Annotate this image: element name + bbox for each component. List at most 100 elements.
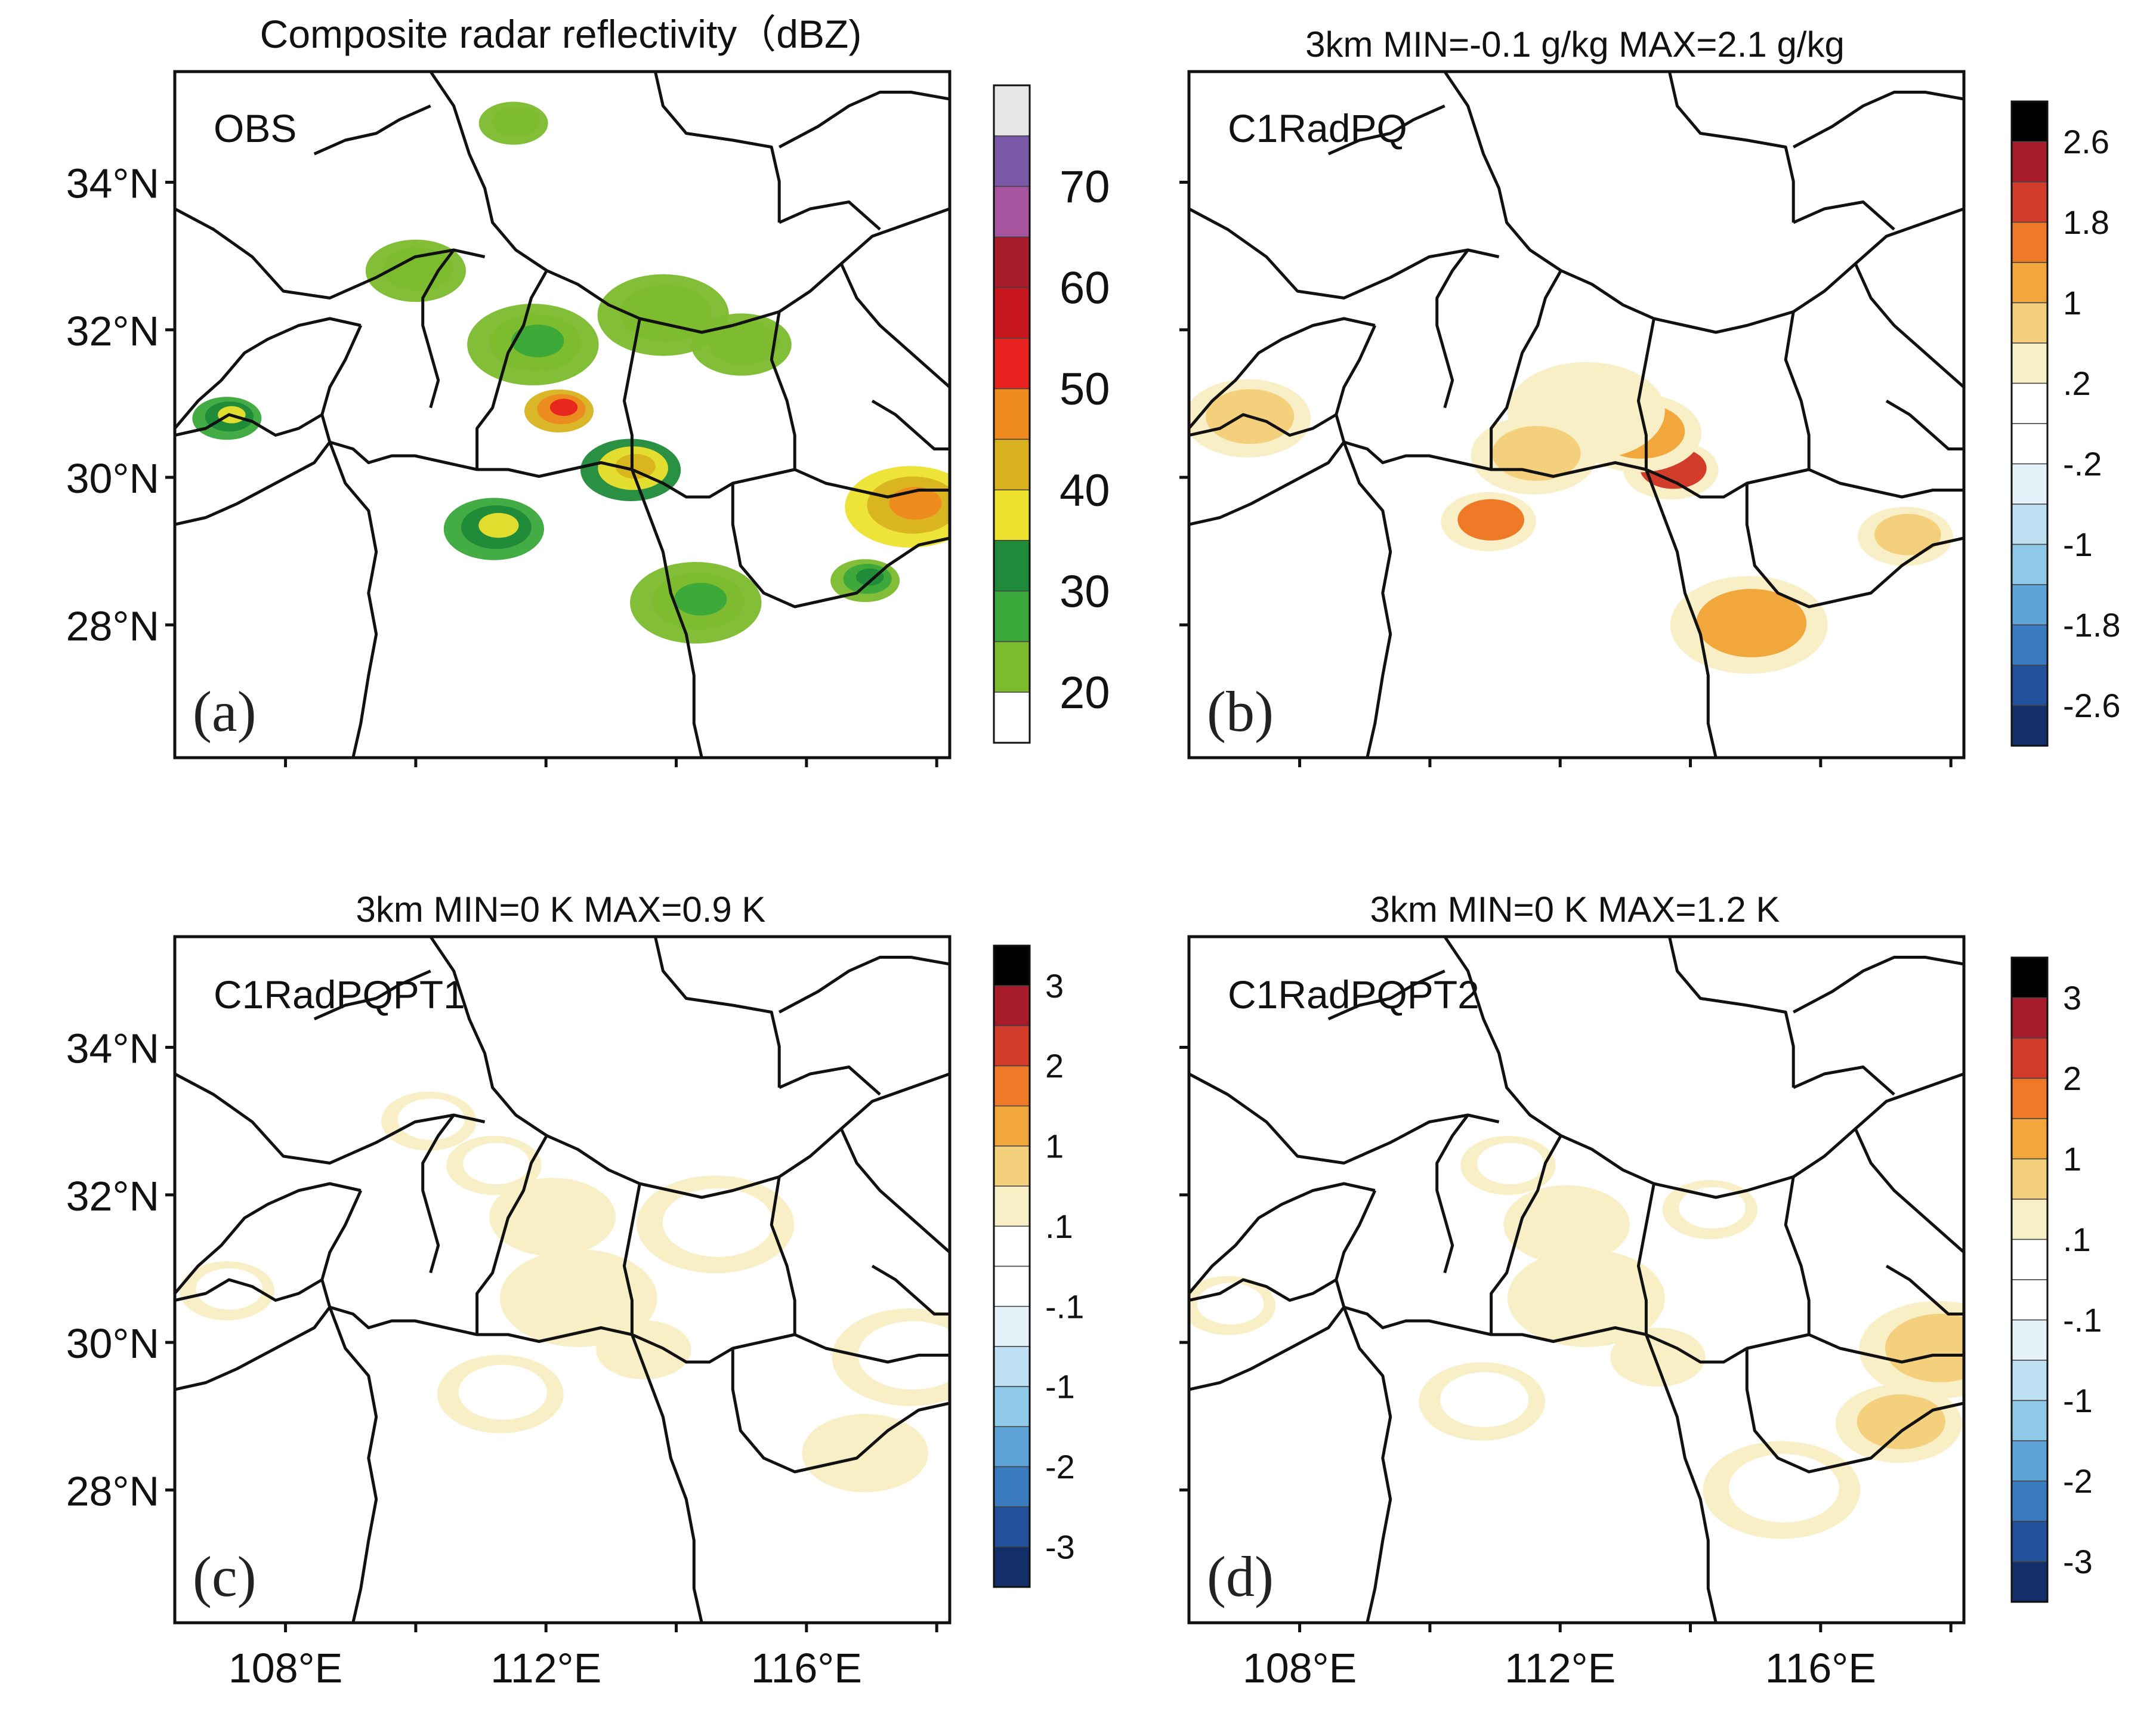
border-line	[475, 1135, 548, 1335]
colorbar-segment	[993, 1506, 1030, 1548]
border-line	[731, 1348, 950, 1474]
colorbar-segment	[2011, 342, 2048, 384]
colorbar-segment	[2011, 1480, 2048, 1522]
colorbar-segment	[993, 1386, 1030, 1427]
colorbar-label: -2.6	[2063, 687, 2121, 724]
colorbar-segment	[993, 1426, 1030, 1468]
colorbar-segment	[993, 338, 1030, 390]
colorbar-label: 3	[1045, 967, 1064, 1005]
colorbar-segment	[993, 135, 1030, 187]
colorbar-label: 20	[1060, 668, 1110, 718]
colorbar-segment	[2011, 1360, 2048, 1401]
panel-b: 3km MIN=-0.1 g/kg MAX=2.1 g/kg C1RadPQ (b)…	[1179, 24, 2121, 767]
border-line	[622, 1183, 641, 1335]
field-feature	[1695, 1194, 1734, 1218]
border-line	[1490, 270, 1562, 470]
panel-c: 3km MIN=0 K MAX=0.9 KC1RadPQPT1(c)34°N32…	[66, 890, 1085, 1691]
colorbar-label: 1.8	[2063, 203, 2109, 241]
colorbar-label: -1	[2063, 526, 2093, 563]
border-line	[1435, 249, 1469, 409]
colorbar-label: -2	[1045, 1448, 1075, 1486]
colorbar-segment	[2011, 624, 2048, 666]
y-tick-label: 32°N	[66, 1173, 159, 1219]
border-line	[1885, 1264, 1964, 1316]
colorbar-label: 3	[2063, 979, 2081, 1017]
border-line	[770, 311, 796, 470]
field-feature	[1891, 521, 1929, 545]
border-line	[328, 1307, 378, 1623]
colorbar-label: 1	[2063, 1140, 2081, 1178]
colorbar-segment	[2011, 382, 2048, 424]
field-feature	[212, 1275, 251, 1299]
border-line	[770, 1176, 796, 1335]
colorbar-segment	[2011, 705, 2048, 746]
border-line	[1435, 1114, 1469, 1274]
colorbar-segment	[993, 85, 1030, 137]
panel-title: Composite radar reflectivity（dBZ)	[260, 12, 862, 56]
border-line	[1490, 1135, 1562, 1335]
field-feature	[1559, 388, 1623, 427]
colorbar-segment	[993, 287, 1030, 339]
colorbar-segment	[2011, 1239, 2048, 1280]
colorbar-segment	[2011, 544, 2048, 585]
colorbar-segment	[2011, 101, 2048, 143]
border-line	[731, 483, 950, 609]
colorbar-segment	[993, 489, 1030, 541]
colorbar-label: 2	[1045, 1047, 1064, 1085]
colorbar-segment	[2011, 1521, 2048, 1562]
colorbar-segment	[993, 1225, 1030, 1267]
border-line	[1189, 317, 1376, 430]
field-feature	[641, 295, 694, 328]
border-line	[779, 91, 950, 149]
colorbar-label: 40	[1060, 465, 1110, 516]
colorbar-segment	[2011, 302, 2048, 344]
y-tick-label: 28°N	[66, 603, 159, 649]
colorbar-segment	[2011, 584, 2048, 626]
colorbar-segment	[993, 439, 1030, 490]
y-tick-label: 34°N	[66, 160, 159, 206]
border-line	[175, 1182, 362, 1295]
colorbar-segment	[993, 540, 1030, 592]
panel-a: Composite radar reflectivity（dBZ) OBS (a) 3…	[66, 12, 1110, 767]
colorbar-segment	[2011, 423, 2048, 465]
experiment-label: OBS	[214, 106, 296, 150]
border-line	[175, 1072, 486, 1165]
colorbar-label: 50	[1060, 364, 1110, 415]
border-line	[1636, 318, 1655, 470]
y-tick-label: 32°N	[66, 308, 159, 354]
field-feature	[1878, 1404, 1929, 1436]
experiment-label: C1RadPQPT2	[1228, 972, 1479, 1017]
x-tick-label: 112°E	[490, 1645, 601, 1691]
colorbar-label: 1	[2063, 284, 2081, 322]
colorbar-label: -3	[2063, 1543, 2093, 1580]
colorbar-segment	[2011, 1077, 2048, 1119]
border-line	[175, 207, 486, 299]
border-line	[1342, 441, 1392, 758]
border-line	[1667, 937, 1795, 1088]
colorbar-label: -.2	[2063, 445, 2102, 483]
colorbar-label: 2	[2063, 1060, 2081, 1097]
border-line	[313, 969, 431, 1021]
border-line	[839, 1128, 950, 1253]
field-feature	[504, 111, 532, 128]
field-feature	[480, 1375, 531, 1406]
field-feature	[400, 254, 441, 280]
colorbar-segment	[2011, 1400, 2048, 1441]
colorbar-segment	[993, 590, 1030, 643]
province-borders	[175, 937, 950, 1623]
field-feature	[1213, 1290, 1252, 1314]
colorbar-segment	[993, 1025, 1030, 1067]
panel-label: (a)	[193, 680, 257, 743]
colorbar-frame	[993, 84, 1031, 744]
field-feature	[1546, 1205, 1597, 1237]
border-line	[1854, 1128, 1964, 1253]
field-feature	[855, 568, 884, 586]
colorbar: 3 2 1 .1 -.1 -1 -2 -3	[993, 944, 1084, 1588]
colorbar-segment	[2011, 665, 2048, 706]
y-tick-label: 30°N	[66, 1320, 159, 1367]
field-feature	[884, 1334, 947, 1373]
border-line	[1636, 1183, 1655, 1335]
border-line	[779, 1066, 881, 1096]
border-line	[421, 249, 455, 409]
field-feature	[615, 453, 656, 479]
